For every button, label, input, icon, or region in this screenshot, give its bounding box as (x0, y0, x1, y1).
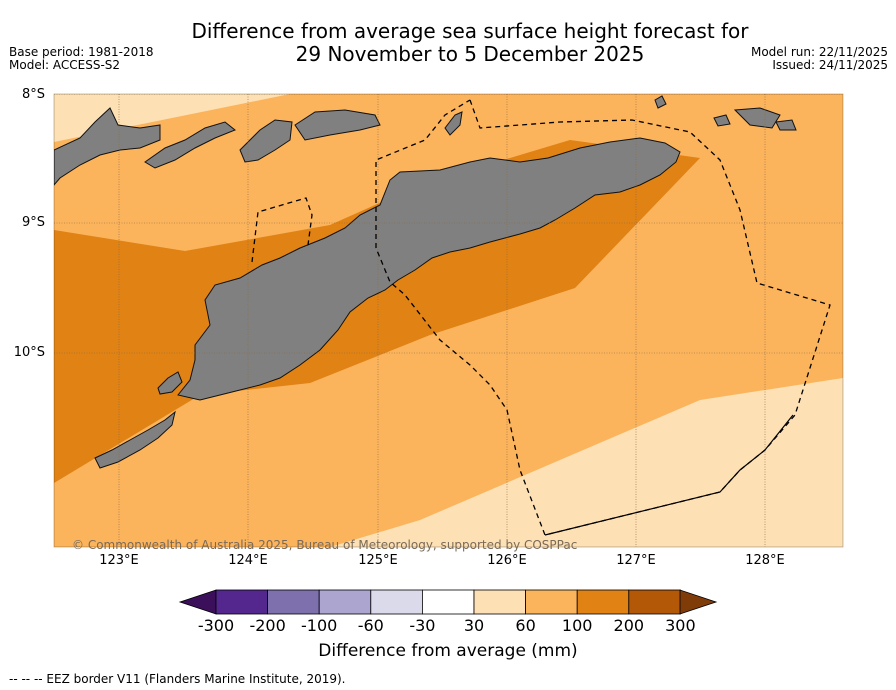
copyright-notice: © Commonwealth of Australia 2025, Bureau… (72, 538, 578, 552)
colorbar (178, 589, 718, 615)
colorbar-tick-label: 30 (463, 616, 485, 635)
meta-left: Base period: 1981-2018 Model: ACCESS-S2 (9, 46, 154, 72)
land-flores (54, 107, 161, 186)
colorbar-segment (318, 589, 372, 615)
map-frame (53, 93, 844, 548)
colorbar-segment (370, 589, 423, 615)
colorbar-tick-label: -60 (357, 616, 384, 635)
colorbar-tick-label: -100 (301, 616, 338, 635)
eez-oecusse (251, 197, 313, 263)
colorbar-segment (473, 589, 526, 615)
base-period: Base period: 1981-2018 (9, 45, 154, 59)
colorbar-segment (421, 589, 475, 615)
colorbar-tick-label: 200 (613, 616, 645, 635)
colorbar-tick-label: 300 (665, 616, 696, 635)
lon-label-127e: 127°E (616, 553, 656, 568)
lon-label-128e: 128°E (745, 553, 785, 568)
colorbar-segment (525, 589, 578, 615)
colorbar-segment (215, 589, 268, 615)
lon-label-124e: 124°E (228, 553, 268, 568)
land-timor (177, 137, 681, 401)
colorbar-extend-high (679, 589, 718, 615)
colorbar-extend-low (178, 589, 217, 615)
lat-label-9s: 9°S (21, 215, 45, 230)
colorbar-tick-label: 100 (561, 616, 593, 635)
land-wetar (294, 109, 381, 141)
lon-label-126e: 126°E (487, 553, 527, 568)
land-solor (144, 121, 236, 169)
chart-title: Difference from average sea surface heig… (120, 20, 820, 66)
colorbar-tick-label: -200 (249, 616, 286, 635)
meta-right: Model run: 22/11/2025 Issued: 24/11/2025 (751, 46, 888, 72)
issued-date: Issued: 24/11/2025 (772, 58, 888, 72)
model-name: Model: ACCESS-S2 (9, 58, 121, 72)
land-moa (775, 119, 797, 131)
colorbar-title: Difference from average (mm) (318, 641, 578, 661)
land-alor (239, 119, 293, 163)
colorbar-tick-label: -30 (409, 616, 436, 635)
eez-border (375, 99, 831, 536)
land-rote (94, 410, 176, 469)
lon-label-125e: 125°E (358, 553, 398, 568)
lon-label-123e: 123°E (99, 553, 139, 568)
lat-label-8s: 8°S (21, 87, 45, 102)
model-run: Model run: 22/11/2025 (750, 45, 888, 59)
eez-note: -- -- -- EEZ border V11 (Flanders Marine… (9, 672, 346, 686)
zone-30-60-south (330, 378, 843, 547)
graticule (54, 94, 843, 547)
boundary-solid (544, 414, 794, 536)
colorbar-segment (628, 589, 681, 615)
colorbar-tick-label: 60 (515, 616, 536, 635)
land-kisar (654, 95, 667, 109)
title-line-1: Difference from average sea surface heig… (191, 19, 749, 43)
lat-label-10s: 10°S (13, 345, 45, 360)
land-jaco (713, 114, 731, 127)
colorbar-tick-label: -300 (197, 616, 235, 635)
land-semau (157, 371, 183, 395)
colorbar-segment (576, 589, 630, 615)
colorbar-segment (267, 589, 320, 615)
land-atauro (444, 111, 463, 136)
title-line-2: 29 November to 5 December 2025 (295, 42, 645, 66)
